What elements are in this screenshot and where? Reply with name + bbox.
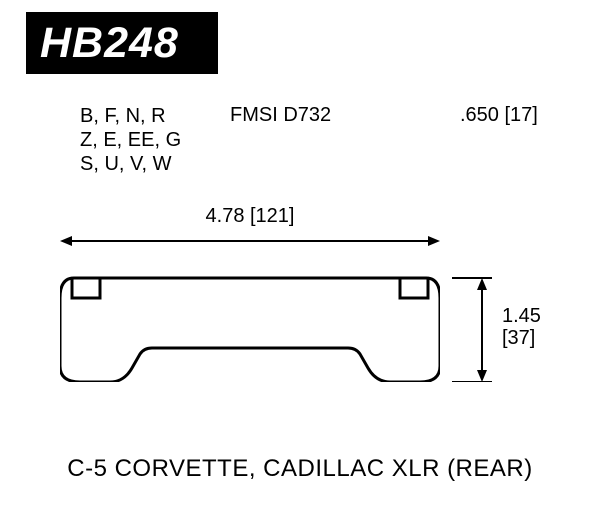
height-mm: [37] — [502, 327, 541, 349]
part-number-box: HB248 — [26, 12, 218, 74]
width-dimension-label: 4.78 [121] — [60, 205, 440, 228]
width-dimension-group: 4.78 [121] — [60, 205, 440, 250]
width-dimension-line — [60, 233, 440, 249]
height-inches: 1.45 — [502, 305, 541, 327]
fmsi-code: FMSI D732 — [230, 104, 331, 127]
compound-line-3: S, U, V, W — [80, 152, 181, 176]
brake-pad-outline — [60, 268, 440, 382]
thickness-dimension: .650 [17] — [460, 104, 538, 127]
compound-codes: B, F, N, R Z, E, EE, G S, U, V, W — [80, 104, 181, 176]
compound-line-1: B, F, N, R — [80, 104, 181, 128]
compound-line-2: Z, E, EE, G — [80, 128, 181, 152]
part-number: HB248 — [40, 19, 179, 68]
height-dimension-label: 1.45 [37] — [502, 305, 541, 349]
application-text: C-5 CORVETTE, CADILLAC XLR (REAR) — [0, 455, 600, 483]
height-dimension-line — [452, 268, 498, 382]
